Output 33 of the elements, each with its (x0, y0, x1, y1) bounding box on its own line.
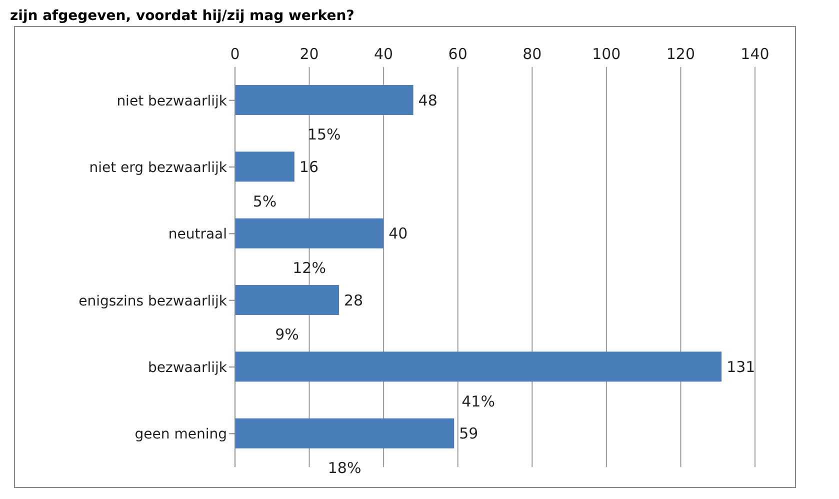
y-tick-label: niet erg bezwaarlijk (89, 160, 228, 176)
data-label: 59 (459, 424, 478, 443)
bar (235, 218, 384, 248)
x-tick-label: 80 (522, 45, 542, 63)
data-label: 131 (726, 358, 756, 376)
x-tick-label: 120 (666, 45, 696, 63)
annotation: 41% (462, 392, 495, 410)
data-label: 40 (388, 224, 408, 243)
annotation: 15% (307, 126, 341, 144)
x-tick-label: 20 (300, 45, 319, 63)
annotation: 9% (275, 326, 299, 344)
x-tick-label: 100 (592, 45, 621, 63)
bar (235, 85, 414, 115)
data-label: 28 (344, 291, 364, 310)
bar (235, 285, 339, 315)
x-tick-label: 0 (230, 45, 240, 63)
annotation: 18% (328, 458, 362, 477)
x-tick-label: 40 (374, 45, 394, 63)
y-tick-label: niet bezwaarlijk (116, 93, 228, 110)
y-tick-label: bezwaarlijk (148, 360, 228, 376)
y-tick-label: neutraal (168, 226, 227, 243)
data-label: 48 (418, 91, 438, 110)
x-tick-label: 60 (448, 45, 468, 63)
data-label: 16 (299, 158, 319, 176)
y-tick-label: enigszins bezwaarlijk (78, 293, 228, 310)
bar (235, 152, 294, 182)
x-tick-label: 140 (740, 45, 770, 63)
chart-title: zijn afgegeven, voordat hij/zij mag werken? (10, 8, 356, 24)
y-tick-label: geen mening (134, 426, 227, 443)
bar (235, 352, 722, 382)
annotation: 5% (252, 192, 277, 210)
bar (235, 418, 454, 448)
annotation: 12% (292, 258, 326, 277)
